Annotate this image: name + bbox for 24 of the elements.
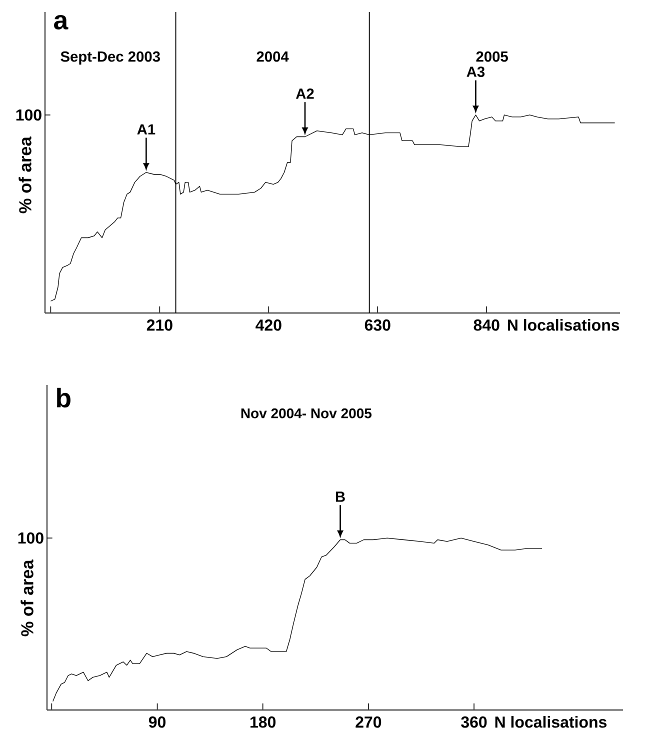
text: Sept-Dec 2003: [60, 51, 160, 65]
text: 100: [16, 109, 42, 121]
chart-title: a: [54, 14, 68, 30]
x-axis-title: N localisations: [495, 716, 607, 728]
chart-title: b: [57, 388, 70, 408]
y-axis-title: % of area: [20, 560, 34, 636]
annotation: A3: [466, 66, 485, 77]
y-axis-title: % of area: [18, 136, 32, 214]
x-tick-label: 420: [256, 319, 282, 331]
x-tick-label: 270: [356, 716, 382, 728]
annotation: A1: [137, 124, 156, 134]
x-tick-label: 840: [474, 319, 500, 331]
annotation: B: [336, 492, 345, 502]
chart-subtitle: Nov 2004- Nov 2005: [241, 408, 372, 418]
x-tick-label: 210: [146, 319, 172, 331]
x-tick-label: 90: [148, 716, 166, 728]
annotation: A2: [296, 88, 314, 99]
text: 100: [18, 532, 44, 544]
text: 2004: [256, 51, 289, 62]
x-axis-title: N localisations: [508, 319, 620, 331]
text: 2005: [476, 51, 508, 62]
x-tick-label: 180: [250, 716, 276, 728]
x-tick-label: 630: [364, 319, 390, 331]
x-tick-label: 360: [461, 716, 487, 728]
